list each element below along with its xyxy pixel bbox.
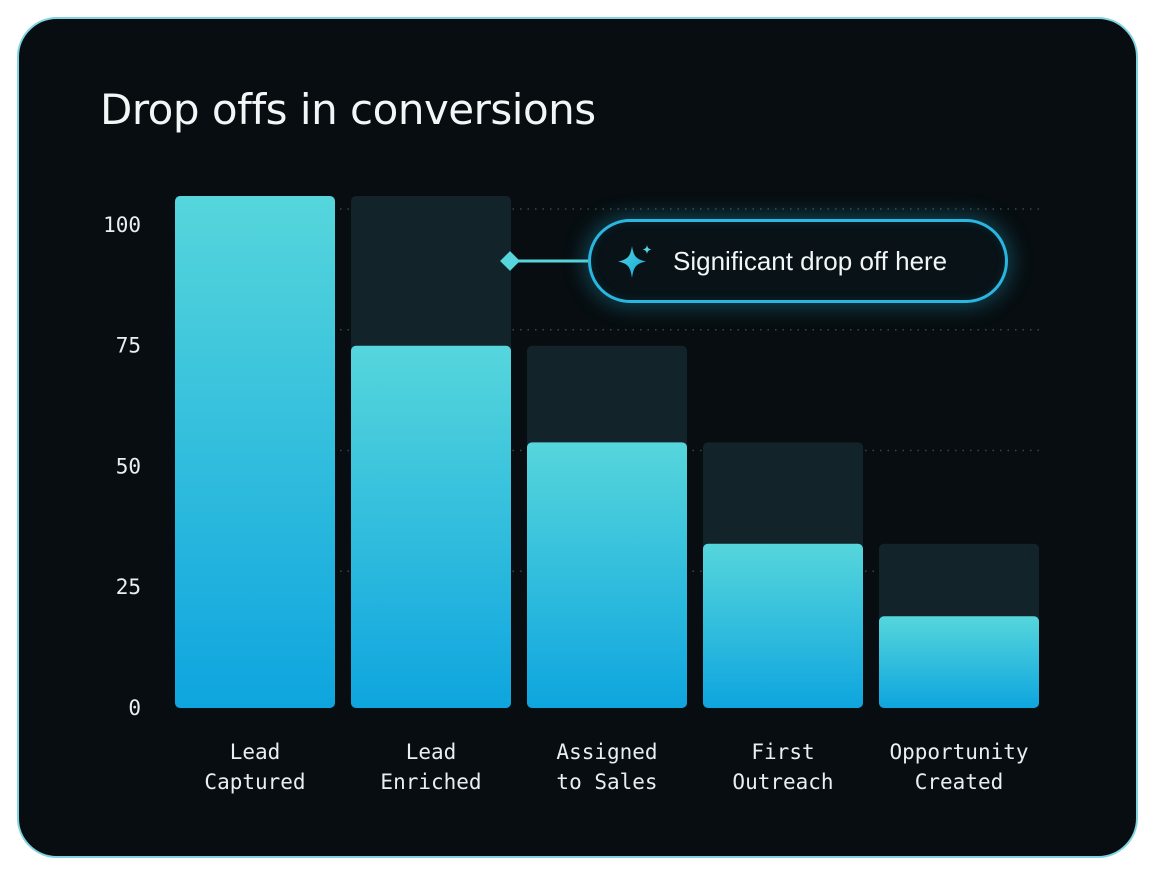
callout-connector xyxy=(500,251,591,271)
drop-off-callout: Significant drop off here xyxy=(588,219,1008,303)
bar xyxy=(527,442,687,708)
x-tick-label-line: Created xyxy=(915,770,1004,794)
x-tick-label: First Outreach xyxy=(732,740,833,794)
bar xyxy=(175,196,335,708)
x-tick-label: Opportunity Created xyxy=(889,740,1028,794)
x-tick-label-line: to Sales xyxy=(556,770,657,794)
y-tick-label: 75 xyxy=(116,334,141,358)
sparkle-icon xyxy=(618,245,652,278)
x-tick-label: Lead Enriched xyxy=(380,740,481,794)
x-tick-label-line: Enriched xyxy=(380,770,481,794)
chart-title: Drop offs in conversions xyxy=(100,85,596,134)
bar xyxy=(879,616,1039,708)
x-axis-labels: Lead Captured Lead Enriched Assigned to Sales… xyxy=(204,740,1028,794)
bar xyxy=(703,543,863,708)
y-tick-label: 25 xyxy=(116,575,141,599)
bars xyxy=(175,196,1039,708)
chart-card: Drop offs in conversions 0 25 50 75 100 Lead… xyxy=(17,17,1138,858)
x-tick-label-line: Lead xyxy=(230,740,281,764)
connector-diamond xyxy=(500,251,520,271)
y-tick-label: 100 xyxy=(103,213,141,237)
y-axis-ticks: 0 25 50 75 100 xyxy=(103,213,141,720)
bar xyxy=(351,345,511,708)
y-tick-label: 50 xyxy=(116,454,141,478)
y-tick-label: 0 xyxy=(128,696,141,720)
x-tick-label-line: Opportunity xyxy=(889,740,1028,764)
callout-text: Significant drop off here xyxy=(673,246,948,276)
x-tick-label-line: First xyxy=(751,740,814,764)
bar-chart: 0 25 50 75 100 Lead Captured Lead Enriched Assig… xyxy=(103,196,1043,794)
x-tick-label-line: Lead xyxy=(406,740,457,764)
x-tick-label-line: Assigned xyxy=(556,740,657,764)
x-tick-label: Lead Captured xyxy=(204,740,305,794)
x-tick-label: Assigned to Sales xyxy=(556,740,657,794)
x-tick-label-line: Captured xyxy=(204,770,305,794)
x-tick-label-line: Outreach xyxy=(732,770,833,794)
